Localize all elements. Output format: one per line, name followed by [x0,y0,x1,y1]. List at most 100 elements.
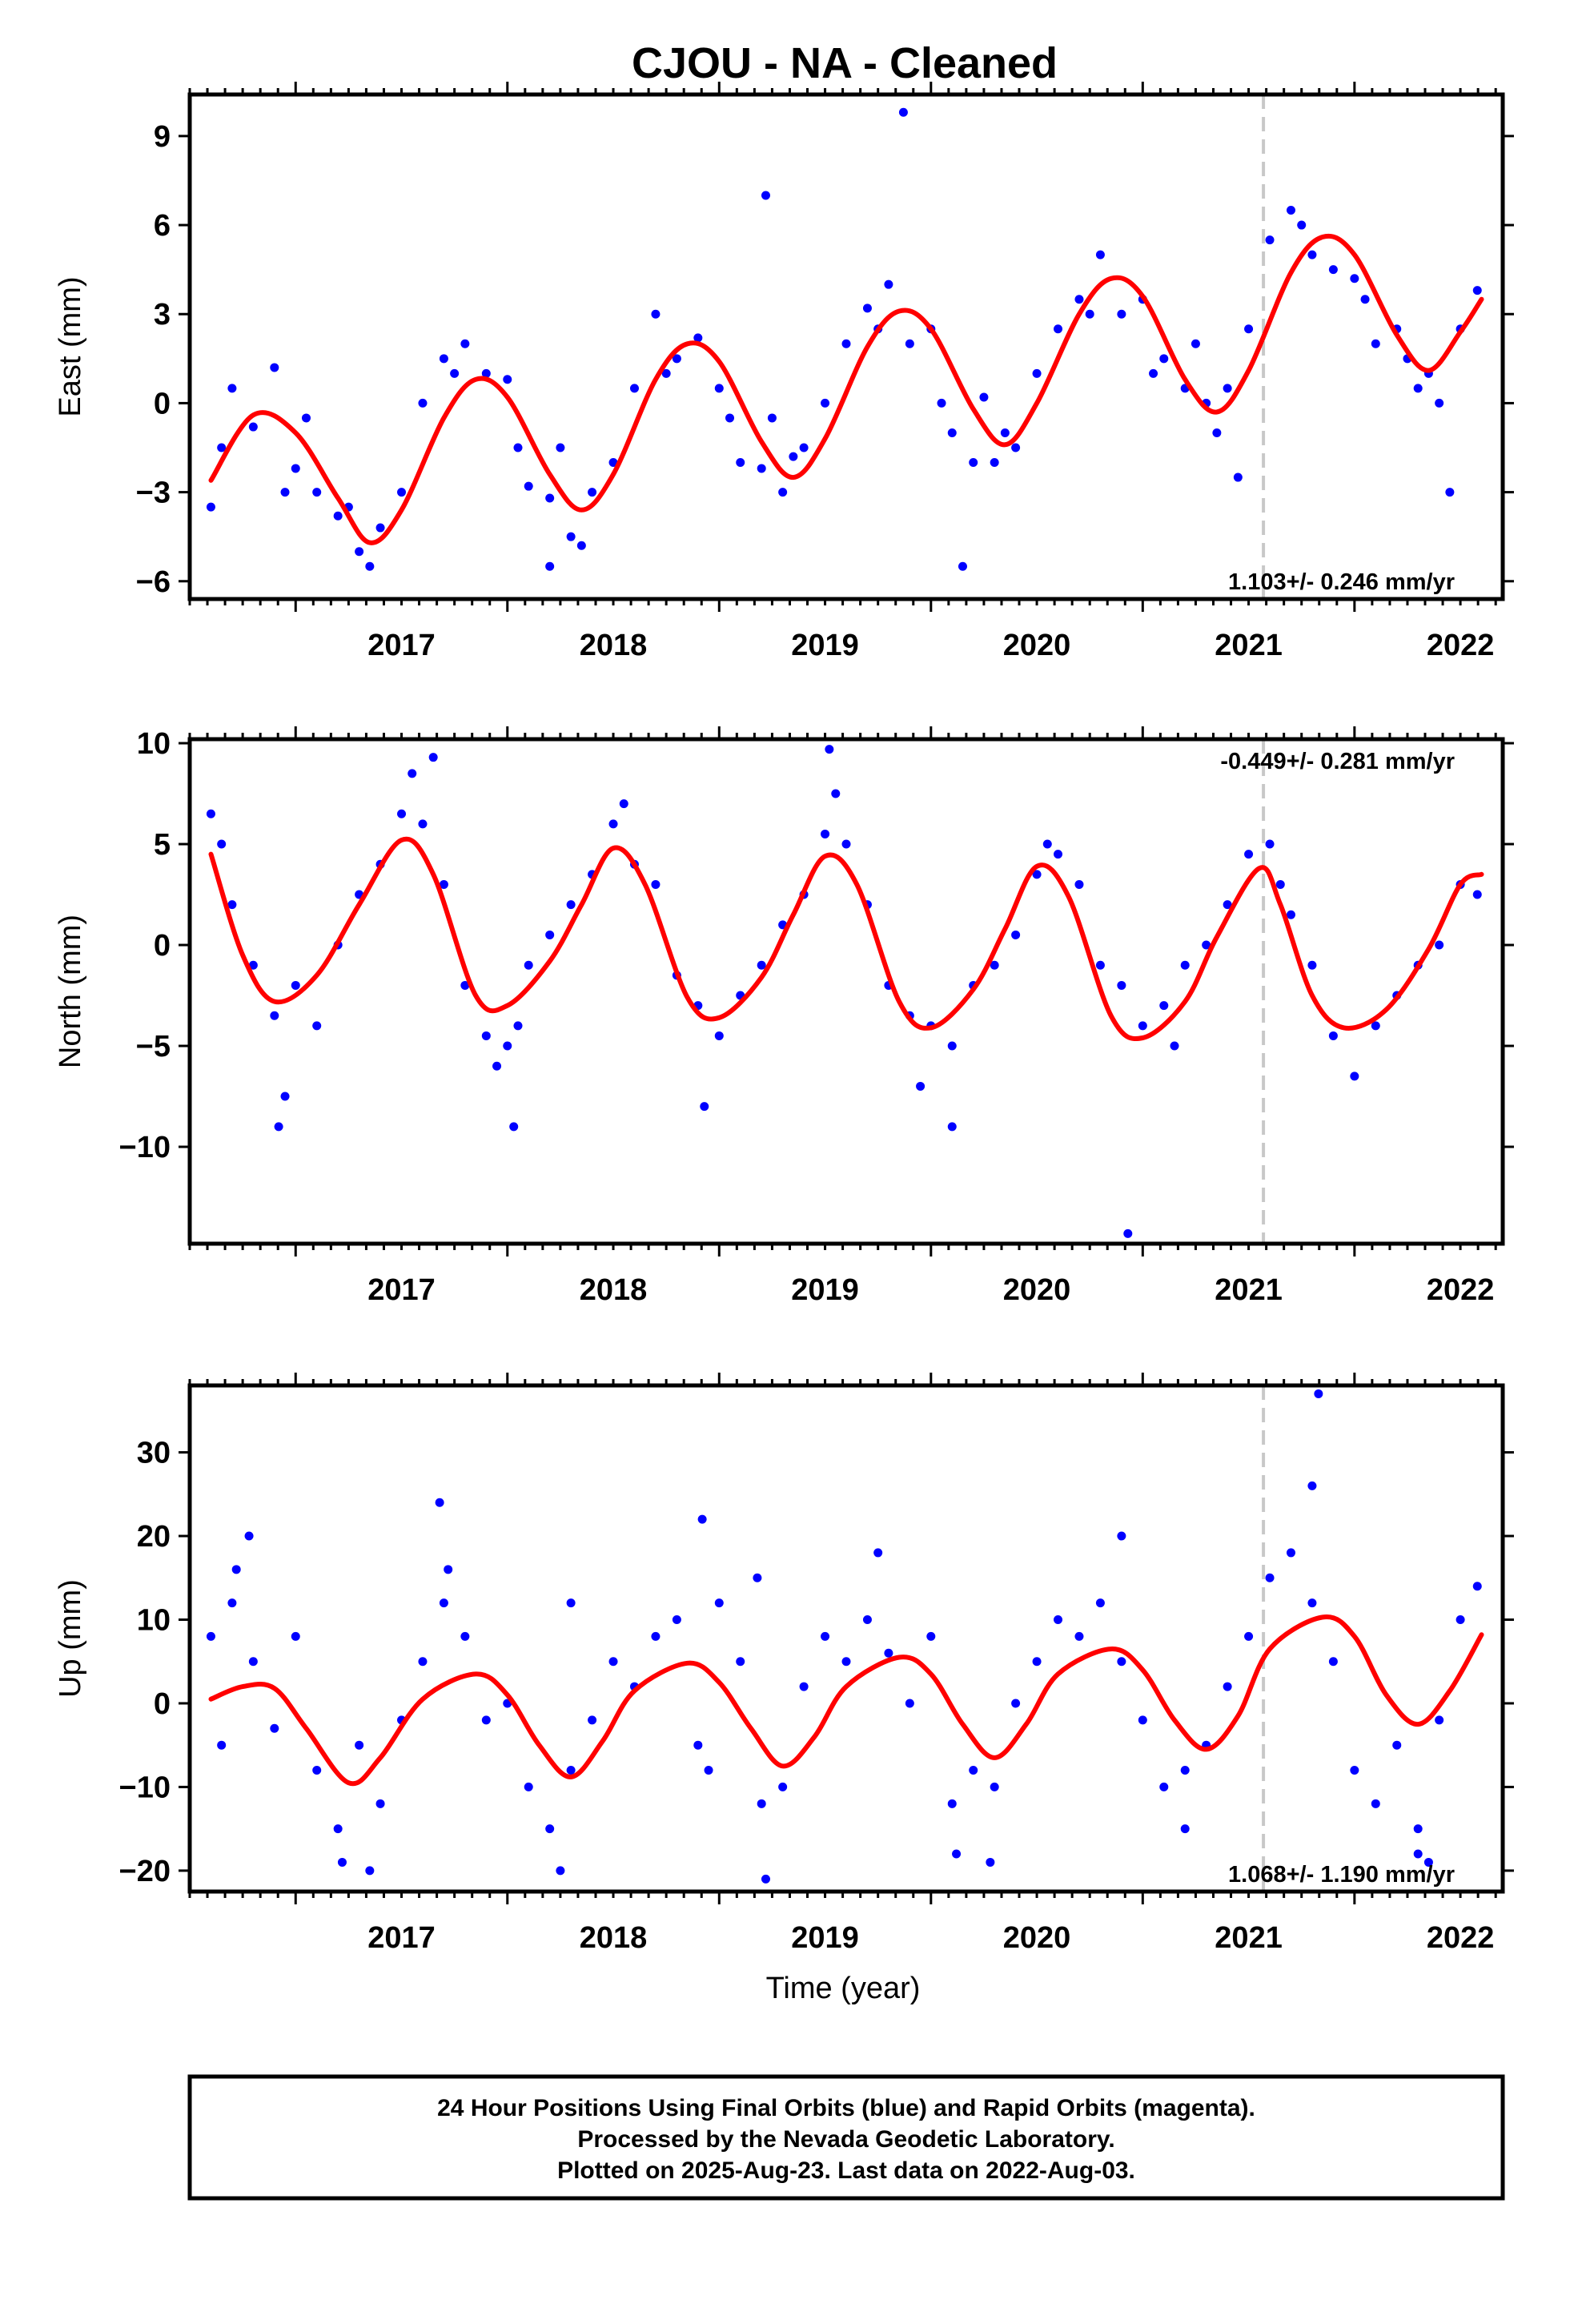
east-point [1265,235,1275,245]
north-xtick-label: 2019 [791,1273,859,1307]
up-point [481,1715,491,1725]
east-point [672,354,681,364]
up-xtick-label: 2022 [1427,1921,1495,1955]
east-point [1244,324,1254,334]
up-rate-annotation: 1.068+/- 1.190 mm/yr [1228,1862,1455,1888]
north-y-axis-title: North (mm) [54,915,87,1068]
east-point [1212,428,1222,437]
north-ytick-label: −5 [136,1030,171,1063]
footer-box: 24 Hour Positions Using Final Orbits (bl… [187,2074,1505,2201]
up-point [884,1648,893,1658]
north-point [566,900,576,910]
east-point [1350,274,1359,283]
up-point [1074,1631,1084,1641]
up-point [244,1531,254,1541]
east-point [778,488,788,497]
up-point [248,1657,258,1667]
up-point [1413,1824,1423,1834]
up-ytick-label: 20 [137,1520,171,1554]
up-point [1456,1614,1465,1624]
east-point [979,392,989,402]
up-point [990,1782,999,1791]
north-point [1117,980,1126,990]
up-point [355,1740,364,1750]
up-point [1307,1598,1317,1608]
east-point [1233,472,1243,482]
north-xtick-label: 2021 [1215,1273,1283,1307]
up-panel: −20 −10 0 10 20 30 2017 2018 2019 2020 2021 2022 Up … [54,1373,1514,1955]
up-point [439,1598,448,1608]
up-point [227,1598,237,1608]
up-point [556,1866,565,1876]
east-point [355,547,364,557]
north-point [1095,960,1105,970]
footer-line-3: Plotted on 2025-Aug-23. Last data on 202… [557,2157,1135,2184]
east-point [1085,309,1094,319]
east-point [937,398,946,408]
north-ytick-label: 5 [154,828,171,862]
east-xtick-label: 2018 [580,629,648,662]
north-point [1286,910,1295,919]
up-point [672,1614,681,1624]
east-y-axis-title: East (mm) [54,276,87,416]
north-point [1042,839,1052,849]
up-fit-line [208,1614,1484,1787]
up-point [1392,1740,1402,1750]
north-fit-line [208,836,1484,1042]
east-point [227,384,237,393]
north-ytick-label: 10 [137,727,171,761]
north-panel: −10 −5 0 5 10 2017 2018 2019 2020 2021 2022 North (… [54,726,1514,1307]
north-point [947,1041,957,1051]
up-point [337,1857,347,1867]
east-point [588,488,597,497]
east-point [206,502,215,512]
north-point [291,980,300,990]
up-point [873,1548,883,1558]
panels: −6 −3 0 3 6 9 2017 2018 2019 2020 2021 2022 East (mm… [54,82,1514,1955]
east-point [248,422,258,432]
east-fit-line [208,233,1484,545]
east-ytick-label: −3 [136,476,171,510]
east-point [301,413,311,423]
up-xtick-label: 2019 [791,1921,859,1955]
east-point [990,458,999,468]
footer-frame [187,2074,1505,2201]
up-point [761,1874,770,1884]
east-point [439,354,448,364]
up-point [333,1824,343,1834]
north-points [206,745,1482,1238]
north-point [439,879,448,889]
east-ytick-label: 3 [154,298,171,332]
up-point [1011,1699,1021,1708]
east-point [898,107,908,117]
east-point [333,511,343,521]
north-point [217,839,227,849]
east-point [556,443,565,452]
east-point [736,458,745,468]
east-point [789,452,798,461]
up-point [608,1657,618,1667]
north-xtick-label: 2017 [367,1273,436,1307]
up-point [588,1715,597,1725]
up-point [1350,1766,1359,1775]
east-point [291,464,300,473]
up-xtick-label: 2020 [1003,1921,1071,1955]
up-point [566,1598,576,1608]
north-point [1054,850,1063,859]
north-point [460,980,470,990]
north-point [990,960,999,970]
up-point [524,1782,533,1791]
east-point [1307,250,1317,259]
east-ytick-label: 9 [154,120,171,154]
up-point [753,1573,762,1582]
east-point [629,384,639,393]
north-point [831,789,841,798]
up-point [757,1799,766,1808]
north-point [545,930,555,939]
north-point [513,1021,523,1031]
north-point [1244,850,1254,859]
north-point [227,900,237,910]
north-ytick-label: −10 [119,1131,171,1164]
east-point [375,523,385,533]
